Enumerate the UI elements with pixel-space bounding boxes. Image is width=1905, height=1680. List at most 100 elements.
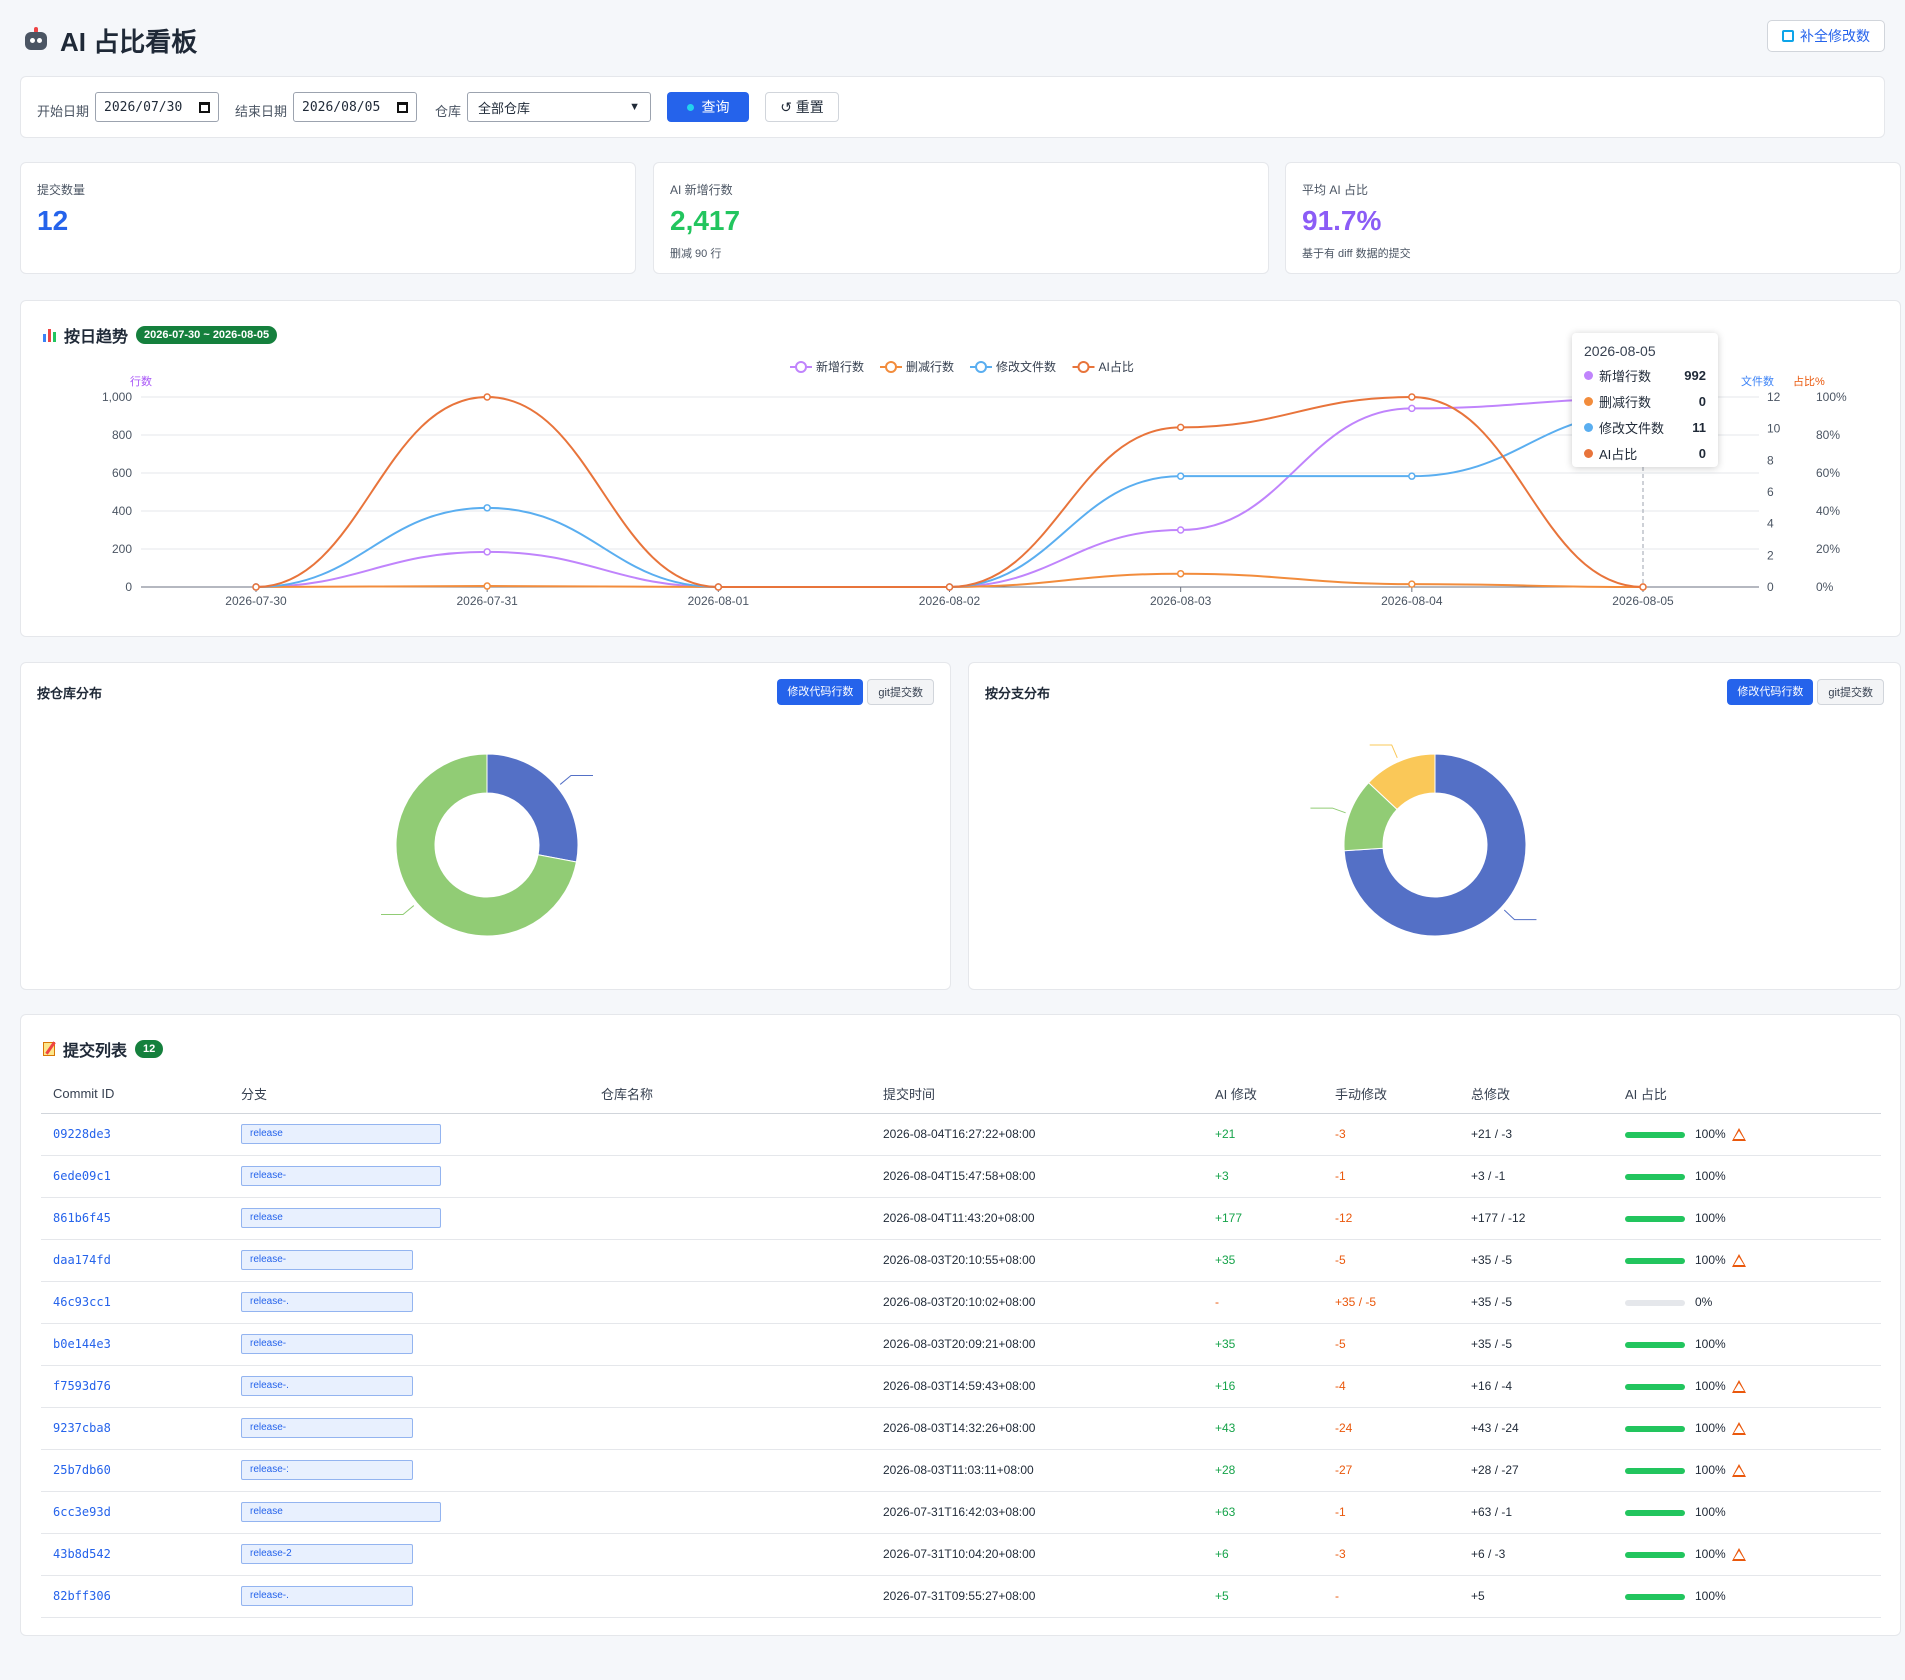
repo-distribution-card: 按仓库分布 修改代码行数 git提交数 [20, 662, 951, 990]
query-button[interactable]: 查询 [667, 92, 749, 122]
ai-ratio-value: 100% [1695, 1169, 1726, 1183]
commit-time: 2026-08-04T11:43:20+08:00 [871, 1197, 1203, 1240]
fill-modifications-label: 补全修改数 [1800, 28, 1870, 44]
table-row[interactable]: f7593d76 release-. 2026-08-03T14:59:43+08:… [41, 1365, 1881, 1408]
ai-ratio-bar [1625, 1173, 1685, 1180]
table-row[interactable]: 861b6f45 release 2026-08-04T11:43:20+08:00… [41, 1197, 1881, 1240]
repo-name-cell [589, 1407, 871, 1450]
robot-icon [22, 26, 50, 55]
commit-time: 2026-08-03T20:10:02+08:00 [871, 1281, 1203, 1324]
repo-select-value: 全部仓库 [478, 100, 531, 116]
repo-name-cell [589, 1365, 871, 1408]
end-date-input[interactable]: 2026/08/05 [293, 92, 417, 122]
commit-id-link[interactable]: 82bff306 [53, 1589, 111, 1603]
branch-distribution-title: 按分支分布 [985, 686, 1051, 701]
ai-change: +21 [1203, 1113, 1323, 1156]
reset-button[interactable]: ↺ 重置 [765, 92, 839, 122]
ai-ratio-cell: 100% [1613, 1533, 1881, 1576]
end-date-value: 2026/08/05 [302, 99, 381, 115]
table-row[interactable]: 43b8d542 release-2 2026-07-31T10:04:20+08:… [41, 1533, 1881, 1576]
warning-icon [1731, 1422, 1746, 1436]
metric-lines-tab[interactable]: 修改代码行数 [777, 679, 864, 705]
bar-chart-icon [43, 328, 56, 342]
manual-change: -1 [1323, 1491, 1459, 1534]
ai-ratio-cell: 100% [1613, 1323, 1881, 1366]
branch-tag: release-2 [241, 1544, 413, 1564]
total-change: +177 / -12 [1459, 1197, 1613, 1240]
start-date-input[interactable]: 2026/07/30 [95, 92, 219, 122]
commit-id-link[interactable]: 6ede09c1 [53, 1169, 111, 1183]
ai-change: +177 [1203, 1197, 1323, 1240]
table-row[interactable]: 46c93cc1 release-. 2026-08-03T20:10:02+08:… [41, 1281, 1881, 1324]
date-range-badge: 2026-07-30 ~ 2026-08-05 [136, 326, 278, 344]
stat-card-ai-lines: AI 新增行数 2,417 删减 90 行 [653, 162, 1269, 274]
ai-ratio-bar [1625, 1131, 1685, 1138]
commit-id-link[interactable]: daa174fd [53, 1253, 111, 1267]
metric-lines-tab[interactable]: 修改代码行数 [1727, 679, 1814, 705]
donut-slice[interactable] [1343, 753, 1527, 937]
branch-distribution-card: 按分支分布 修改代码行数 git提交数 [968, 662, 1901, 990]
total-change: +35 / -5 [1459, 1323, 1613, 1366]
commit-id-link[interactable]: 25b7db60 [53, 1463, 111, 1477]
stat-label: 提交数量 [37, 183, 86, 197]
commit-time: 2026-08-03T14:59:43+08:00 [871, 1365, 1203, 1408]
commit-id-link[interactable]: b0e144e3 [53, 1337, 111, 1351]
metric-commits-tab[interactable]: git提交数 [1817, 679, 1884, 705]
commit-id-link[interactable]: 6cc3e93d [53, 1505, 111, 1519]
table-row[interactable]: b0e144e3 release- 2026-08-03T20:09:21+08:0… [41, 1323, 1881, 1366]
manual-change: +35 / -5 [1323, 1281, 1459, 1324]
manual-change: -4 [1323, 1365, 1459, 1408]
total-change: +21 / -3 [1459, 1113, 1613, 1156]
total-change: +3 / -1 [1459, 1155, 1613, 1198]
commit-id-link[interactable]: 09228de3 [53, 1127, 111, 1141]
column-header: Commit ID [41, 1075, 229, 1114]
table-row[interactable]: 09228de3 release 2026-08-04T16:27:22+08:00… [41, 1113, 1881, 1156]
ai-ratio-cell: 100% [1613, 1575, 1881, 1618]
repo-select[interactable]: 全部仓库 ▼ [467, 92, 651, 122]
repo-name-cell [589, 1323, 871, 1366]
commit-id-link[interactable]: 861b6f45 [53, 1211, 111, 1225]
total-change: +6 / -3 [1459, 1533, 1613, 1576]
stat-value: 2,417 [670, 205, 741, 236]
table-row[interactable]: 6ede09c1 release- 2026-08-04T15:47:58+08:0… [41, 1155, 1881, 1198]
stat-value: 12 [37, 205, 69, 236]
stat-sub: 基于有 diff 数据的提交 [1302, 248, 1411, 260]
ai-change: +35 [1203, 1323, 1323, 1366]
commit-id-link[interactable]: 9237cba8 [53, 1421, 111, 1435]
repo-name-cell [589, 1491, 871, 1534]
branch-tag: release-: [241, 1460, 413, 1480]
table-row[interactable]: 82bff306 release-. 2026-07-31T09:55:27+08:… [41, 1575, 1881, 1618]
tooltip-title: 2026-08-05 [1584, 343, 1656, 359]
table-row[interactable]: 6cc3e93d release 2026-07-31T16:42:03+08:00… [41, 1491, 1881, 1534]
branch-tag: release [241, 1502, 441, 1522]
table-row[interactable]: 9237cba8 release- 2026-08-03T14:32:26+08:0… [41, 1407, 1881, 1450]
ai-ratio-cell: 100% [1613, 1113, 1881, 1156]
commit-id-link[interactable]: 46c93cc1 [53, 1295, 111, 1309]
branch-tag: release-. [241, 1376, 413, 1396]
commit-id-link[interactable]: 43b8d542 [53, 1547, 111, 1561]
metric-commits-tab[interactable]: git提交数 [867, 679, 934, 705]
ai-ratio-bar [1625, 1299, 1685, 1306]
ai-ratio-value: 100% [1695, 1505, 1726, 1519]
fill-modifications-button[interactable]: 补全修改数 [1767, 20, 1885, 52]
table-row[interactable]: 25b7db60 release-: 2026-08-03T11:03:11+08:… [41, 1449, 1881, 1492]
repo-name-cell [589, 1197, 871, 1240]
tooltip-series-name: AI占比 [1599, 447, 1638, 462]
tooltip-series-name: 新增行数 [1599, 369, 1652, 384]
repo-name-cell [589, 1281, 871, 1324]
table-row[interactable]: daa174fd release- 2026-08-03T20:10:55+08:0… [41, 1239, 1881, 1282]
repo-name-cell [589, 1155, 871, 1198]
ai-ratio-bar [1625, 1383, 1685, 1390]
branch-tag: release [241, 1124, 441, 1144]
donut-slice[interactable] [1367, 753, 1436, 811]
total-change: +16 / -4 [1459, 1365, 1613, 1408]
repo-name-cell [589, 1449, 871, 1492]
donut-label-line [381, 905, 415, 915]
manual-change: -24 [1323, 1407, 1459, 1450]
warning-icon [1731, 1254, 1746, 1268]
commit-id-link[interactable]: f7593d76 [53, 1379, 111, 1393]
donut-slice[interactable] [395, 753, 577, 937]
manual-change: -3 [1323, 1113, 1459, 1156]
chevron-down-icon: ▼ [629, 101, 640, 113]
donut-slice[interactable] [486, 753, 579, 863]
